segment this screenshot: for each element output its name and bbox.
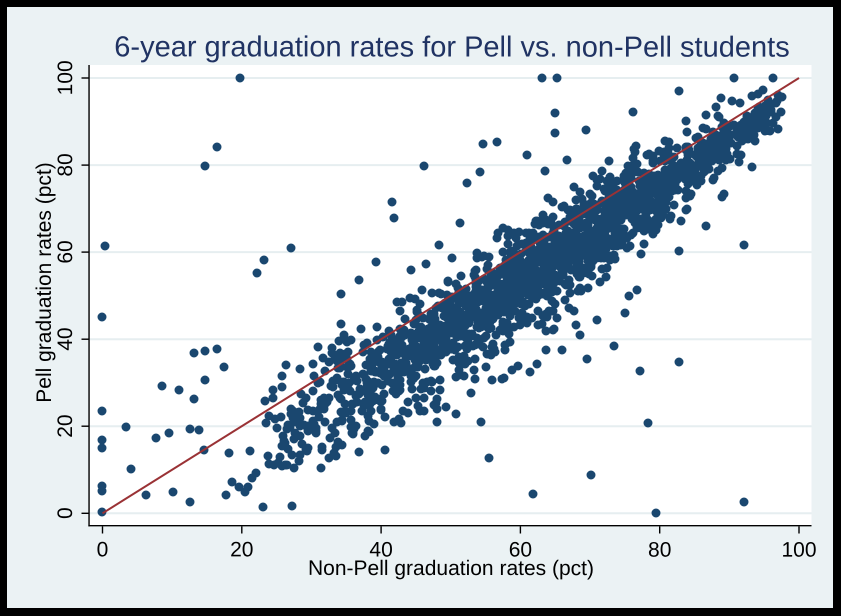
svg-text:0: 0 (54, 507, 77, 519)
svg-text:80: 80 (648, 539, 671, 562)
svg-text:6-year graduation rates for Pe: 6-year graduation rates for Pell vs. non… (114, 31, 789, 63)
svg-text:20: 20 (54, 414, 77, 437)
svg-text:20: 20 (230, 538, 253, 561)
svg-text:40: 40 (369, 538, 392, 561)
svg-text:100: 100 (54, 60, 77, 95)
svg-text:80: 80 (54, 153, 77, 176)
svg-text:60: 60 (54, 240, 77, 263)
svg-text:100: 100 (781, 539, 816, 562)
svg-text:40: 40 (54, 327, 77, 350)
svg-text:Non-Pell graduation rates (pct: Non-Pell graduation rates (pct) (308, 557, 594, 580)
svg-text:Pell graduation rates (pct): Pell graduation rates (pct) (33, 162, 56, 402)
svg-text:60: 60 (509, 539, 532, 562)
svg-text:0: 0 (97, 538, 109, 561)
